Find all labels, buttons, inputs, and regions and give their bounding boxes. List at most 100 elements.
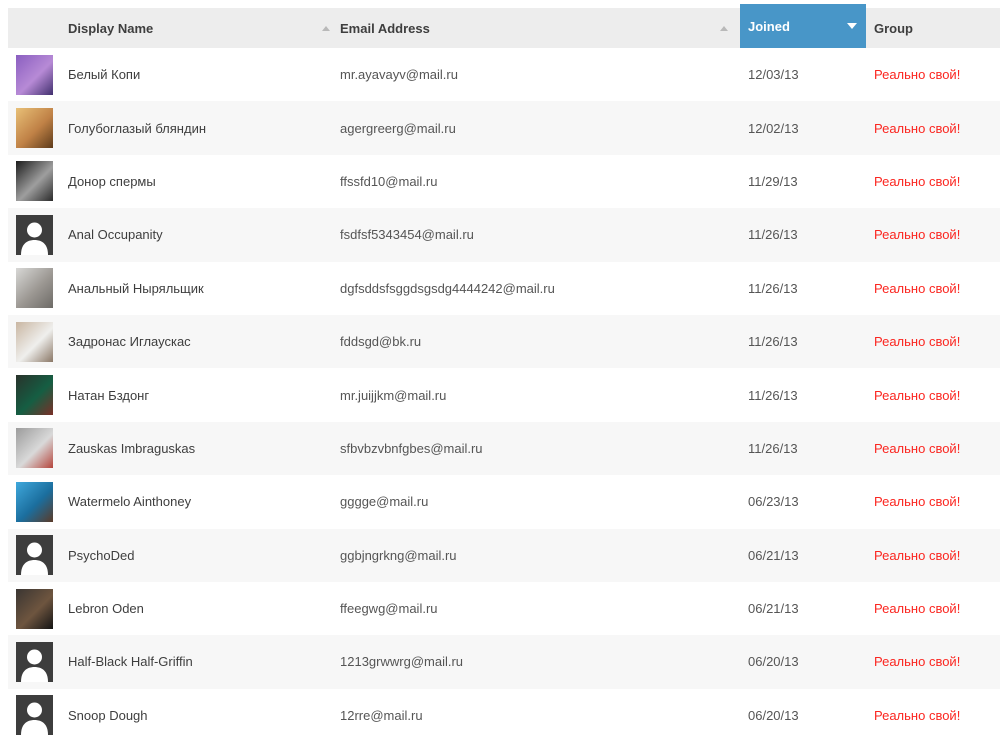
group-label: Реально свой!	[874, 707, 961, 723]
display-name-cell: Half-Black Half-Griffin	[8, 641, 340, 682]
avatar	[16, 481, 53, 522]
display-name: Half-Black Half-Griffin	[68, 654, 193, 670]
avatar	[16, 428, 53, 469]
joined-date: 12/03/13	[748, 67, 799, 83]
display-name-cell: Белый Копи	[8, 54, 340, 95]
email-address: sfbvbzvbnfgbes@mail.ru	[340, 440, 483, 456]
group-label: Реально свой!	[874, 334, 961, 350]
sort-desc-icon	[847, 23, 857, 29]
column-header-group: Group	[866, 21, 1000, 36]
email-address: ggbjngrkng@mail.ru	[340, 547, 457, 563]
table-row[interactable]: Натан Бздонг mr.juijjkm@mail.ru 11/26/13…	[8, 368, 1000, 422]
joined-date: 11/26/13	[748, 387, 798, 403]
table-row[interactable]: Анальный Ныряльщик dgfsddsfsggdsgsdg4444…	[8, 261, 1000, 315]
group-label: Реально свой!	[874, 440, 961, 456]
column-label: Group	[874, 20, 913, 36]
person-silhouette-icon	[16, 695, 53, 736]
joined-date: 06/21/13	[748, 547, 799, 563]
group-label: Реально свой!	[874, 547, 961, 563]
avatar	[16, 321, 53, 362]
joined-date: 11/26/13	[748, 334, 798, 350]
email-address: fddsgd@bk.ru	[340, 334, 422, 350]
display-name-cell: Lebron Oden	[8, 588, 340, 629]
table-row[interactable]: PsychoDed ggbjngrkng@mail.ru 06/21/13 Ре…	[8, 528, 1000, 582]
email-address: mr.juijjkm@mail.ru	[340, 387, 447, 403]
email-address: fsdfsf5343454@mail.ru	[340, 227, 474, 243]
person-silhouette-icon	[16, 641, 53, 682]
email-address: 1213grwwrg@mail.ru	[340, 654, 464, 670]
sort-asc-icon	[322, 25, 330, 31]
display-name-cell: Задронас Иглаускас	[8, 321, 340, 362]
table-row[interactable]: Half-Black Half-Griffin 1213grwwrg@mail.…	[8, 635, 1000, 689]
display-name: Натан Бздонг	[68, 387, 150, 403]
group-label: Реально свой!	[874, 601, 961, 617]
email-address: 12rre@mail.ru	[340, 707, 423, 723]
email-address: gggge@mail.ru	[340, 494, 429, 510]
table-row[interactable]: Zauskas Imbraguskas sfbvbzvbnfgbes@mail.…	[8, 421, 1000, 476]
column-header-email-address[interactable]: Email Address	[340, 21, 740, 36]
display-name: Lebron Oden	[68, 601, 144, 617]
display-name-cell: Анальный Ныряльщик	[8, 268, 340, 309]
display-name-cell: Anal Occupanity	[8, 214, 340, 255]
joined-date: 06/21/13	[748, 601, 799, 617]
avatar	[16, 161, 53, 202]
avatar	[16, 375, 53, 416]
avatar	[16, 268, 53, 309]
email-address: ffeegwg@mail.ru	[340, 601, 438, 617]
members-table: Display Name Email Address Joined Group …	[8, 4, 1000, 742]
table-row[interactable]: Lebron Oden ffeegwg@mail.ru 06/21/13 Реа…	[8, 581, 1000, 636]
email-address: dgfsddsfsggdsgsdg4444242@mail.ru	[340, 280, 555, 296]
display-name: Белый Копи	[68, 67, 141, 83]
joined-date: 11/26/13	[748, 440, 798, 456]
table-row[interactable]: Watermelo Ainthoney gggge@mail.ru 06/23/…	[8, 475, 1000, 529]
email-address: agergreerg@mail.ru	[340, 120, 456, 136]
table-row[interactable]: Белый Копи mr.ayavayv@mail.ru 12/03/13 Р…	[8, 48, 1000, 102]
group-label: Реально свой!	[874, 654, 961, 670]
table-row[interactable]: Донор спермы ffssfd10@mail.ru 11/29/13 Р…	[8, 154, 1000, 209]
display-name-cell: Snoop Dough	[8, 695, 340, 736]
avatar	[16, 54, 53, 95]
group-label: Реально свой!	[874, 67, 961, 83]
joined-date: 06/20/13	[748, 654, 799, 670]
display-name: Анальный Ныряльщик	[68, 280, 204, 296]
display-name: Snoop Dough	[68, 707, 148, 723]
joined-date: 11/26/13	[748, 280, 798, 296]
joined-date: 06/23/13	[748, 494, 799, 510]
joined-date: 12/02/13	[748, 120, 799, 136]
table-body: Белый Копи mr.ayavayv@mail.ru 12/03/13 Р…	[8, 48, 1000, 742]
email-address: mr.ayavayv@mail.ru	[340, 67, 458, 83]
display-name-cell: Голубоглазый бляндин	[8, 108, 340, 149]
column-header-joined[interactable]: Joined	[740, 4, 866, 48]
display-name-cell: Донор спермы	[8, 161, 340, 202]
email-address: ffssfd10@mail.ru	[340, 173, 438, 189]
display-name: Zauskas Imbraguskas	[68, 440, 196, 456]
display-name: Anal Occupanity	[68, 227, 163, 243]
column-label: Display Name	[68, 20, 154, 36]
display-name: Донор спермы	[68, 173, 156, 189]
display-name: Голубоглазый бляндин	[68, 120, 207, 136]
display-name: Watermelo Ainthoney	[68, 494, 192, 510]
avatar	[16, 108, 53, 149]
display-name-cell: Watermelo Ainthoney	[8, 481, 340, 522]
column-label: Email Address	[340, 20, 430, 36]
group-label: Реально свой!	[874, 173, 961, 189]
avatar	[16, 214, 53, 255]
avatar	[16, 641, 53, 682]
display-name-cell: PsychoDed	[8, 535, 340, 576]
display-name-cell: Натан Бздонг	[8, 375, 340, 416]
group-label: Реально свой!	[874, 387, 961, 403]
table-header-row: Display Name Email Address Joined Group	[8, 4, 1000, 48]
group-label: Реально свой!	[874, 227, 961, 243]
avatar	[16, 695, 53, 736]
column-header-display-name[interactable]: Display Name	[8, 21, 340, 36]
display-name: PsychoDed	[68, 547, 135, 563]
person-silhouette-icon	[16, 214, 53, 255]
table-row[interactable]: Задронас Иглаускас fddsgd@bk.ru 11/26/13…	[8, 314, 1000, 369]
group-label: Реально свой!	[874, 494, 961, 510]
table-row[interactable]: Голубоглазый бляндин agergreerg@mail.ru …	[8, 101, 1000, 155]
table-row[interactable]: Snoop Dough 12rre@mail.ru 06/20/13 Реаль…	[8, 688, 1000, 742]
group-label: Реально свой!	[874, 120, 961, 136]
table-row[interactable]: Anal Occupanity fsdfsf5343454@mail.ru 11…	[8, 208, 1000, 262]
person-silhouette-icon	[16, 535, 53, 576]
group-label: Реально свой!	[874, 280, 961, 296]
